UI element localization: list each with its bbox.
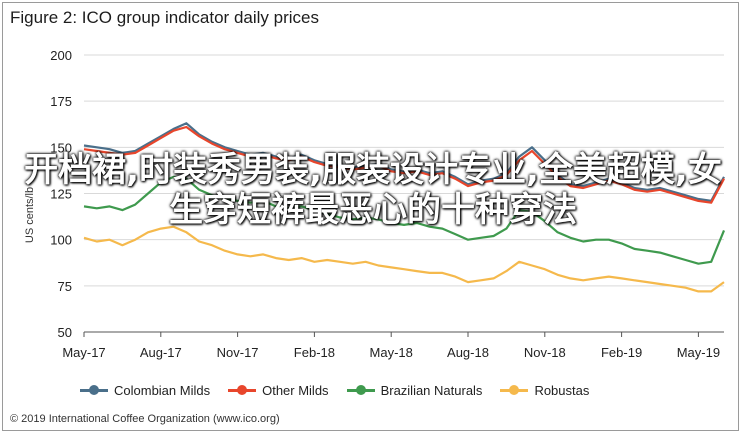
- y-tick-label: 125: [50, 187, 72, 202]
- legend-label: Other Milds: [262, 382, 329, 398]
- y-tick-label: 175: [50, 94, 72, 109]
- legend-item-other-milds: Other Milds: [228, 382, 329, 398]
- legend: Colombian Milds Other Milds Brazilian Na…: [80, 381, 589, 399]
- x-tick-label: May-17: [62, 345, 105, 360]
- x-tick-label: May-19: [677, 345, 720, 360]
- x-tick-label: Aug-18: [447, 345, 489, 360]
- legend-item-robustas: Robustas: [500, 383, 589, 398]
- y-tick-labels: 50 75 100 125 150 175 200: [50, 48, 72, 340]
- legend-swatch: [228, 385, 257, 395]
- legend-swatch: [346, 385, 375, 395]
- series-line-other-milds: [83, 125, 725, 204]
- series-lines: [83, 122, 726, 293]
- gridlines: [84, 54, 724, 287]
- legend-swatch: [80, 385, 108, 395]
- series-line-robustas: [83, 225, 725, 293]
- overlay-caption-text: 开档裙,时装秀男装,服装设计专业,全美超模,女生穿短裤最恶心的十种穿法: [24, 150, 722, 230]
- chart-title: Figure 2: ICO group indicator daily pric…: [10, 8, 319, 27]
- legend-swatch: [500, 385, 529, 395]
- y-tick-label: 75: [58, 279, 72, 294]
- legend-label: Brazilian Naturals: [380, 382, 483, 398]
- x-tick-label: Nov-18: [524, 345, 566, 360]
- y-tick-label: 100: [50, 233, 72, 248]
- x-tick-label: Nov-17: [217, 345, 259, 360]
- x-axis: May-17 Aug-17 Nov-17 Feb-18 May-18 Aug-18 Nov-…: [62, 331, 724, 360]
- x-tick-label: May-18: [370, 345, 413, 360]
- source-credit: © 2019 International Coffee Organization…: [10, 413, 280, 425]
- legend-label: Robustas: [534, 382, 590, 398]
- legend-item-colombian-milds: Colombian Milds: [80, 383, 210, 398]
- y-tick-label: 150: [50, 140, 72, 155]
- chart-frame: [2, 2, 739, 431]
- x-tick-label: Feb-18: [294, 345, 335, 360]
- series-line-colombian-milds: [83, 122, 725, 202]
- legend-label: Colombian Milds: [114, 382, 211, 398]
- y-tick-label: 200: [50, 48, 72, 63]
- series-line-brazilian-naturals: [83, 175, 726, 265]
- legend-item-brazilian-naturals: Brazilian Naturals: [346, 382, 483, 398]
- x-tick-label: Aug-17: [140, 345, 182, 360]
- y-tick-label: 50: [58, 325, 72, 340]
- x-tick-label: Feb-19: [601, 345, 642, 360]
